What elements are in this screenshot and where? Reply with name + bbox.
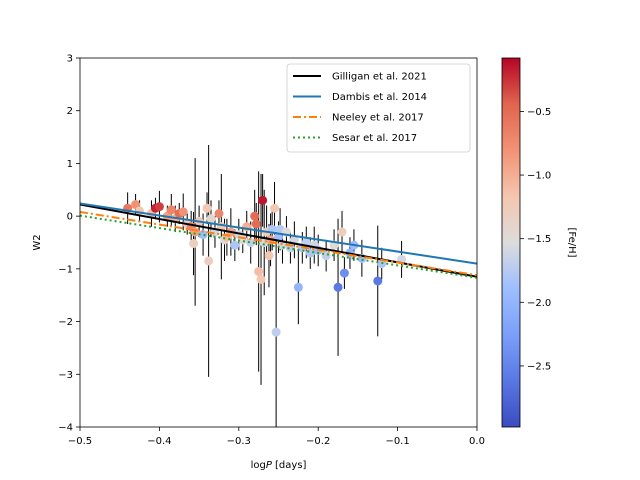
data-point-13 bbox=[189, 239, 199, 249]
colorbar-tick-label-3: −2.0 bbox=[527, 298, 551, 309]
legend-label-0: Gilligan et al. 2021 bbox=[332, 72, 427, 83]
data-point-19 bbox=[206, 214, 216, 224]
colorbar-ticks: −0.5 −1.0 −1.5 −2.0 −2.5 bbox=[520, 107, 551, 372]
data-point-38 bbox=[264, 251, 274, 261]
colorbar: −0.5 −1.0 −1.5 −2.0 −2.5 [Fe/H] bbox=[501, 57, 577, 428]
fit-line-1 bbox=[80, 202, 477, 265]
y-axis-label: W2 bbox=[32, 234, 43, 250]
y-tick-label-1: 2 bbox=[67, 106, 73, 117]
y-tick-label-3: 0 bbox=[67, 212, 73, 223]
data-point-30 bbox=[246, 238, 256, 247]
y-tick-label-5: −2 bbox=[58, 317, 73, 328]
data-point-7 bbox=[166, 205, 176, 215]
fit-line-0 bbox=[80, 203, 477, 278]
y-tick-label-2: 1 bbox=[67, 159, 73, 170]
x-tick-label-1: −0.4 bbox=[147, 436, 171, 447]
data-point-42 bbox=[271, 327, 281, 337]
data-point-34 bbox=[256, 274, 266, 284]
legend: Gilligan et al. 2021 Dambis et al. 2014 Ne… bbox=[286, 63, 471, 153]
legend-label-1: Dambis et al. 2014 bbox=[332, 92, 427, 103]
x-tick-label-0: −0.5 bbox=[68, 436, 92, 447]
y-axis: 3 2 1 0 −1 −2 −3 −4 bbox=[58, 54, 80, 434]
data-point-63 bbox=[373, 276, 383, 286]
data-point-33 bbox=[254, 266, 264, 276]
colorbar-tick-label-0: −0.5 bbox=[527, 107, 551, 118]
data-point-48 bbox=[289, 235, 299, 245]
x-tick-label-4: −0.1 bbox=[385, 436, 409, 447]
data-point-49 bbox=[293, 282, 303, 292]
data-point-41 bbox=[270, 203, 280, 213]
data-point-26 bbox=[230, 240, 240, 250]
markers bbox=[123, 195, 407, 337]
colorbar-label: [Fe/H] bbox=[566, 227, 577, 257]
data-point-57 bbox=[333, 282, 343, 292]
data-point-32 bbox=[251, 219, 261, 229]
colorbar-tick-label-2: −1.5 bbox=[527, 234, 551, 245]
data-point-31 bbox=[250, 211, 260, 221]
fit-line-3 bbox=[80, 214, 477, 279]
data-point-17 bbox=[202, 203, 212, 213]
fit-lines bbox=[80, 202, 477, 279]
legend-label-3: Sesar et al. 2017 bbox=[332, 133, 417, 144]
legend-box bbox=[286, 63, 471, 153]
x-tick-label-3: −0.2 bbox=[306, 436, 330, 447]
colorbar-tick-label-4: −2.5 bbox=[527, 361, 551, 372]
y-tick-label-6: −3 bbox=[58, 370, 73, 381]
data-point-58 bbox=[337, 227, 347, 237]
plot-frame bbox=[79, 57, 478, 428]
y-tick-label-0: 3 bbox=[67, 54, 73, 65]
data-point-5 bbox=[154, 202, 164, 212]
fit-line-2 bbox=[80, 210, 477, 277]
y-tick-label-4: −1 bbox=[58, 264, 73, 275]
x-tick-label-2: −0.3 bbox=[227, 436, 251, 447]
x-axis-label: logP [days] bbox=[251, 460, 307, 471]
data-point-45 bbox=[277, 240, 287, 250]
data-point-18 bbox=[204, 256, 214, 266]
data-point-16 bbox=[198, 230, 208, 240]
data-point-21 bbox=[214, 209, 224, 219]
x-tick-label-5: 0.0 bbox=[469, 436, 485, 447]
data-point-59 bbox=[339, 268, 349, 278]
x-axis: −0.5 −0.4 −0.3 −0.2 −0.1 0.0 bbox=[68, 427, 485, 447]
data-point-10 bbox=[178, 207, 188, 217]
colorbar-gradient bbox=[501, 57, 521, 428]
y-tick-label-7: −4 bbox=[58, 423, 73, 434]
data-point-35 bbox=[258, 195, 268, 205]
legend-label-2: Neeley et al. 2017 bbox=[332, 113, 424, 124]
colorbar-tick-label-1: −1.0 bbox=[527, 171, 551, 182]
